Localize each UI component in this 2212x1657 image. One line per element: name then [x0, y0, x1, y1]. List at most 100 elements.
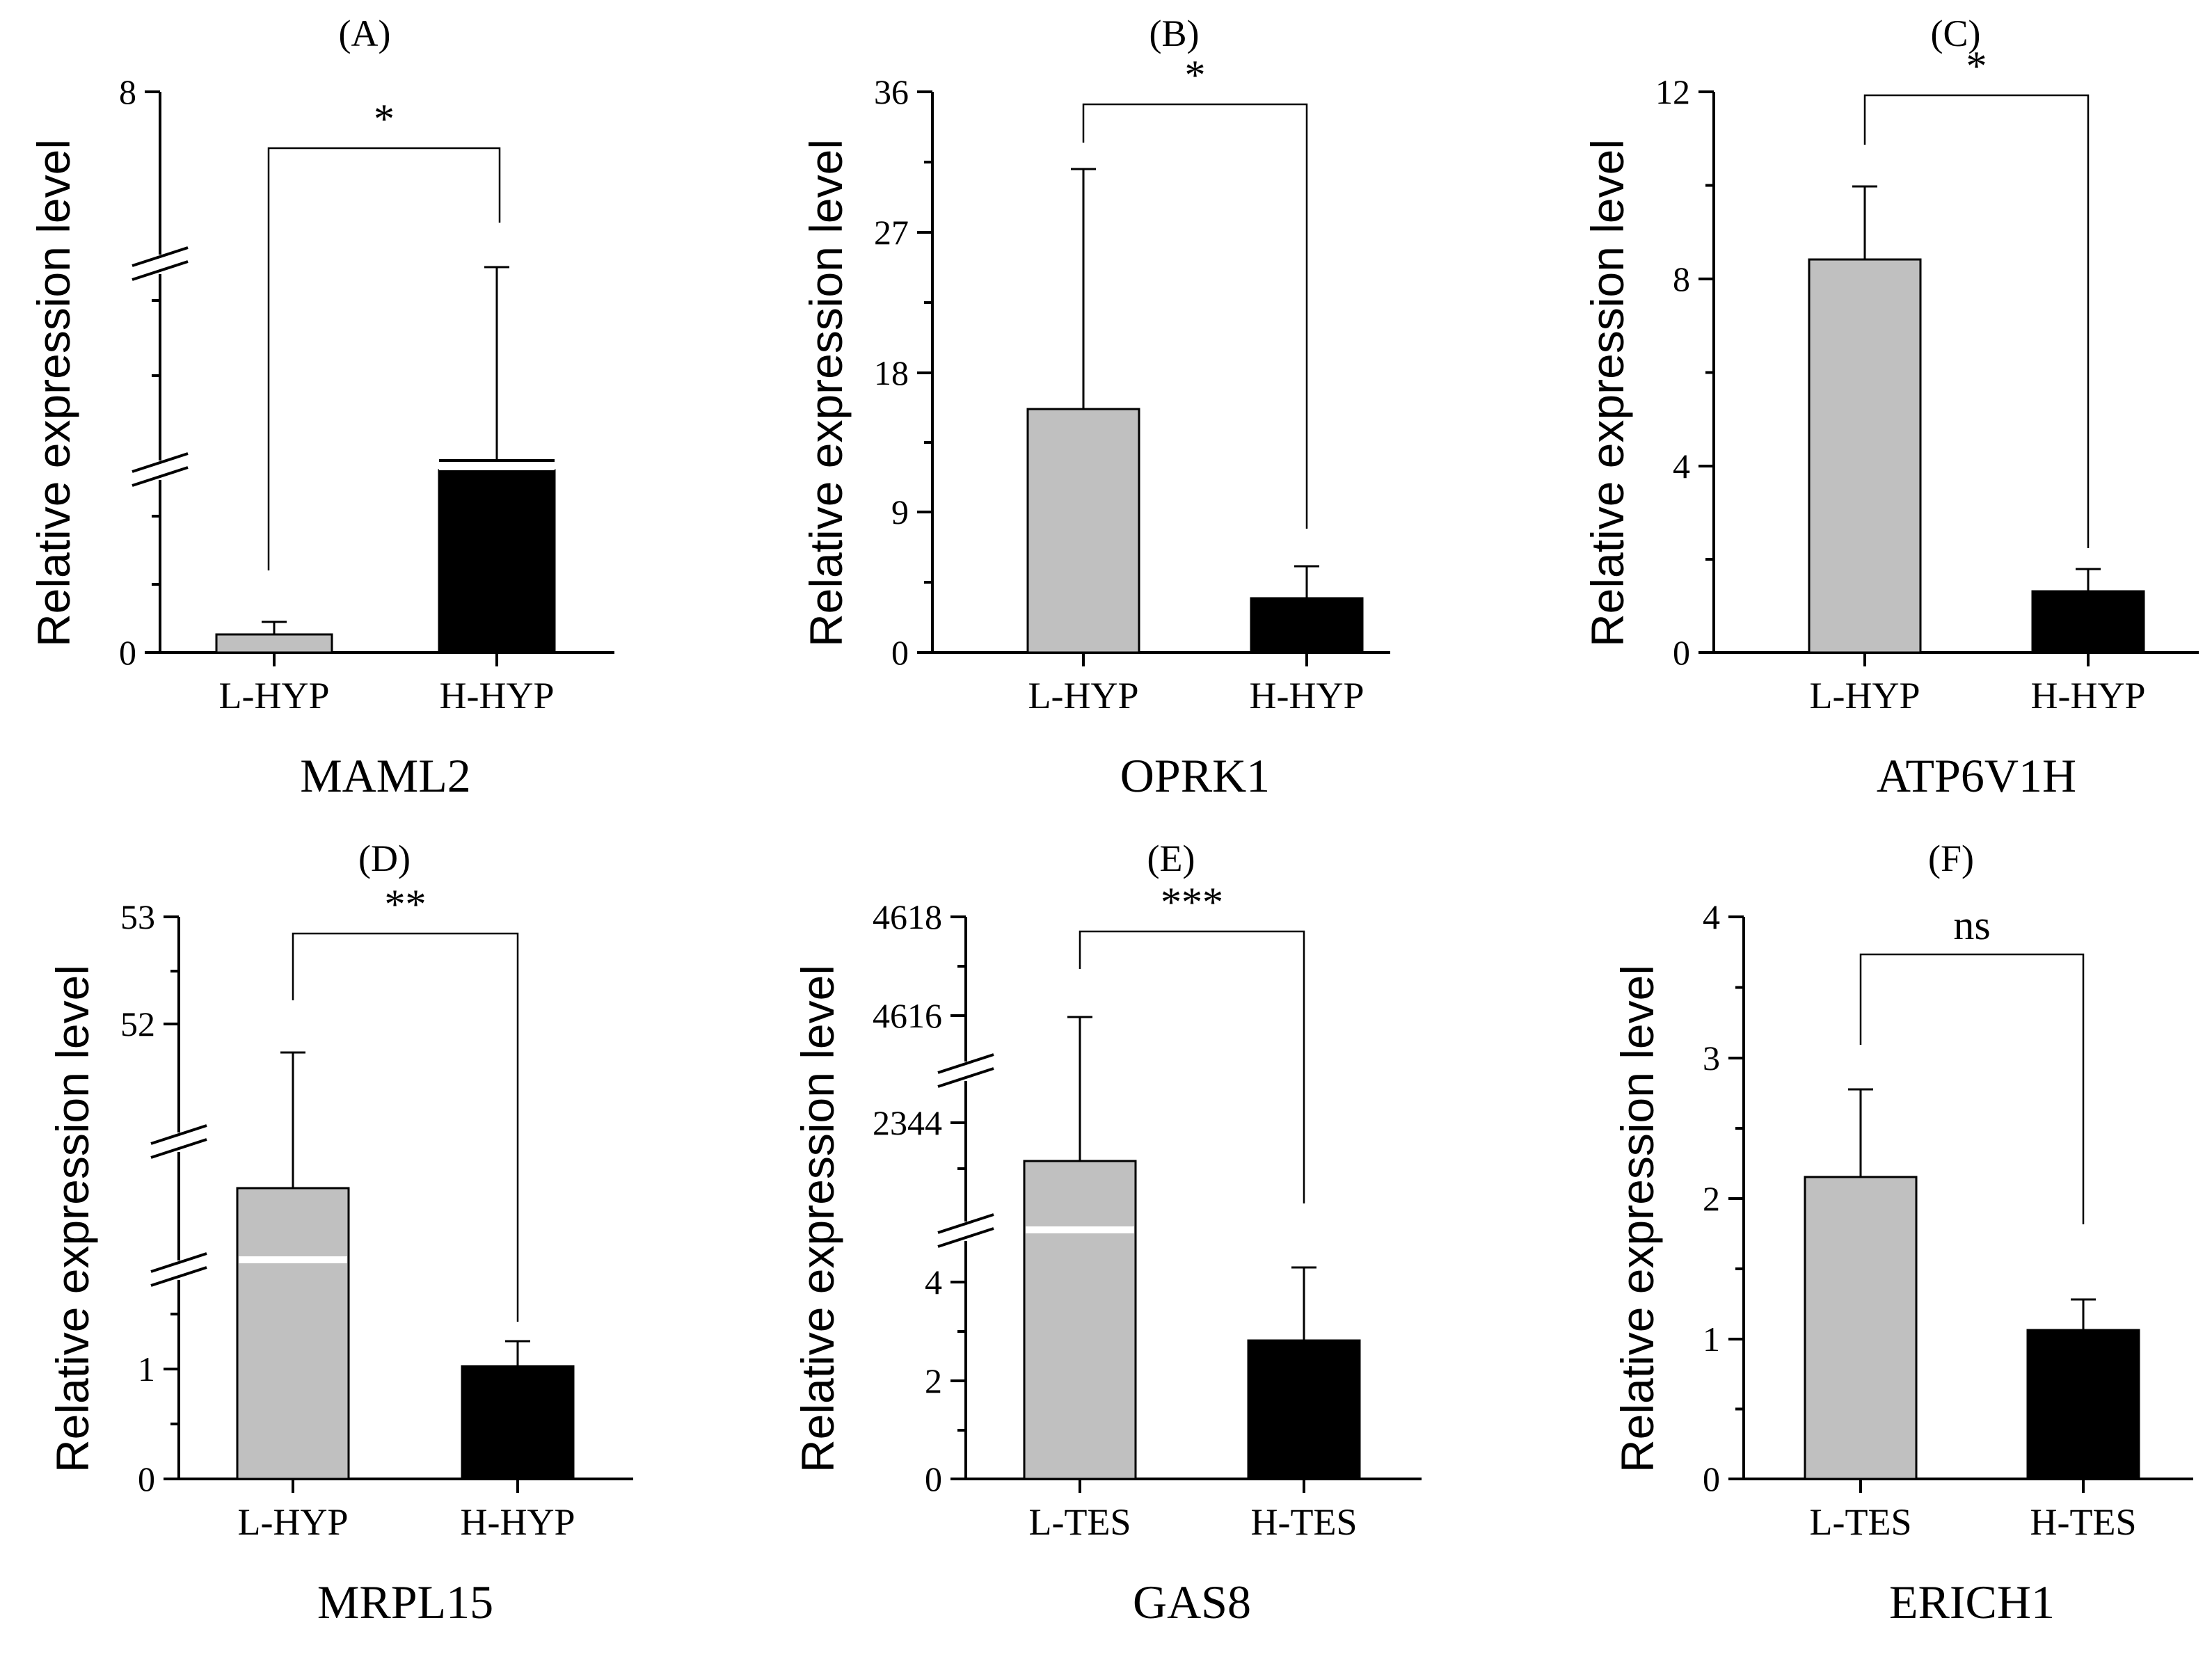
axis-break-mark: [937, 1227, 994, 1248]
significance-bracket: [292, 932, 519, 1322]
panel-label: (C): [1931, 13, 1981, 54]
y-tick-label: 27: [874, 213, 909, 252]
y-axis-label: Relative expression level: [47, 965, 98, 1473]
bar-l-hyp: [236, 1187, 350, 1480]
y-tick-label: 0: [1703, 1459, 1720, 1498]
bar-break-gap: [1026, 1226, 1134, 1233]
bar-l-tes: [1023, 1160, 1137, 1480]
y-axis-label: Relative expression level: [800, 139, 852, 647]
y-axis-label: Relative expression level: [1612, 965, 1663, 1473]
y-tick-label: 53: [120, 897, 155, 936]
significance-bracket: [1863, 94, 2090, 548]
y-tick-label: 0: [138, 1459, 155, 1498]
gene-name: MRPL15: [317, 1576, 493, 1628]
gene-name: ERICH1: [1889, 1576, 2055, 1628]
significance-label: *: [1966, 43, 1987, 89]
significance-label: ns: [1953, 902, 1990, 948]
bar-l-hyp: [1026, 408, 1140, 654]
y-tick-label: 0: [1673, 633, 1690, 672]
panel-mrpl15: (D) 0 1 52 53 L-HYP H-HYP ** MRPL15 Relative expr…: [47, 838, 633, 1628]
y-tick-label: 3: [1703, 1039, 1720, 1078]
panel-label: (E): [1147, 838, 1195, 879]
y-tick-label: 2: [1703, 1179, 1720, 1218]
x-tick-label: L-HYP: [1810, 675, 1920, 717]
y-tick-label: 9: [891, 493, 909, 531]
y-tick-label: 0: [891, 633, 909, 672]
panel-maml2: (A) 0 8 L-HYP H-HYP * MAML2 Relative expression…: [28, 13, 614, 802]
axis-break-mark: [132, 452, 189, 473]
bar-l-hyp: [215, 633, 333, 654]
significance-bracket: [1079, 930, 1305, 1203]
panel-label: (D): [358, 838, 411, 879]
y-tick-label: 18: [874, 353, 909, 392]
y-tick-label: 4: [925, 1263, 942, 1302]
bar-h-hyp: [2031, 590, 2145, 654]
panel-oprk1: (B) 0 9 18 27 36 L-HYP H-HYP * OPRK1 Relative expr…: [800, 13, 1390, 802]
y-tick-label: 4: [1673, 447, 1690, 486]
x-tick-label: H-HYP: [2030, 675, 2145, 717]
x-tick-label: L-TES: [1029, 1501, 1131, 1543]
x-tick-label: L-HYP: [219, 675, 330, 717]
y-axis-label: Relative expression level: [28, 139, 79, 647]
panel-atp6v1h: (C) 0 4 8 12 L-HYP H-HYP * ATP6V1H Relative expre…: [1582, 13, 2199, 802]
axis-break-mark: [937, 1213, 994, 1234]
significance-bracket: [1859, 953, 2085, 1224]
significance-label: *: [374, 96, 395, 142]
axis-break-mark: [150, 1252, 207, 1273]
axis-break-mark: [150, 1138, 207, 1159]
gene-name: MAML2: [300, 749, 471, 802]
y-tick-label: 1: [138, 1350, 155, 1388]
x-tick-label: L-HYP: [1028, 675, 1139, 717]
panel-label: (B): [1149, 13, 1200, 54]
axis-break-mark: [132, 260, 189, 281]
axis-break-mark: [937, 1067, 994, 1088]
y-tick-label: 4: [1703, 897, 1720, 936]
y-tick-label: 52: [120, 1004, 155, 1043]
x-tick-label: H-TES: [2030, 1501, 2137, 1543]
bar-break-gap: [239, 1256, 347, 1263]
axis-break-mark: [150, 1124, 207, 1145]
significance-bracket: [267, 147, 501, 570]
bar-l-tes: [1804, 1176, 1918, 1480]
gene-name: ATP6V1H: [1877, 749, 2076, 802]
bar-h-hyp: [1250, 597, 1364, 654]
bar-l-hyp: [1808, 258, 1922, 654]
significance-label: ***: [1161, 879, 1223, 925]
bar-break-gap: [439, 462, 555, 470]
panel-label: (F): [1928, 838, 1974, 879]
significance-label: **: [385, 881, 427, 927]
y-tick-label: 0: [925, 1459, 942, 1498]
y-tick-label: 2: [925, 1361, 942, 1400]
bar-h-hyp: [438, 469, 556, 654]
y-axis-label: Relative expression level: [792, 965, 843, 1473]
y-tick-label: 4618: [873, 897, 942, 936]
panel-gas8: (E) 0 2 4 2344 4616 4618 L-TES H-TES *** GAS8 Relat…: [792, 838, 1422, 1628]
y-axis-label: Relative expression level: [1582, 139, 1633, 647]
significance-bracket: [1082, 103, 1308, 529]
x-tick-label: L-HYP: [238, 1501, 349, 1543]
y-tick-label: 8: [119, 72, 136, 111]
bar-h-hyp: [461, 1365, 575, 1480]
axis-break-mark: [937, 1053, 994, 1074]
significance-label: *: [1185, 52, 1206, 98]
y-tick-label: 36: [874, 72, 909, 111]
x-tick-label: L-TES: [1810, 1501, 1912, 1543]
y-tick-label: 12: [1655, 72, 1690, 111]
gene-name: OPRK1: [1120, 749, 1270, 802]
x-tick-label: H-HYP: [439, 675, 554, 717]
bar-h-tes: [1247, 1339, 1361, 1480]
panel-label: (A): [339, 13, 391, 54]
panel-erich1: (F) 0 1 2 3 4 L-TES H-TES ns ERICH1 Relative expre…: [1612, 838, 2193, 1628]
axis-break-mark: [150, 1266, 207, 1287]
y-tick-label: 0: [119, 633, 136, 672]
x-tick-label: H-HYP: [460, 1501, 575, 1543]
x-tick-label: H-TES: [1251, 1501, 1358, 1543]
axis-break-mark: [132, 466, 189, 487]
x-tick-label: H-HYP: [1249, 675, 1364, 717]
y-tick-label: 4616: [873, 996, 942, 1035]
bar-h-tes: [2026, 1329, 2140, 1480]
gene-name: GAS8: [1133, 1576, 1251, 1628]
axis-break-mark: [132, 246, 189, 267]
y-tick-label: 2344: [873, 1103, 942, 1142]
